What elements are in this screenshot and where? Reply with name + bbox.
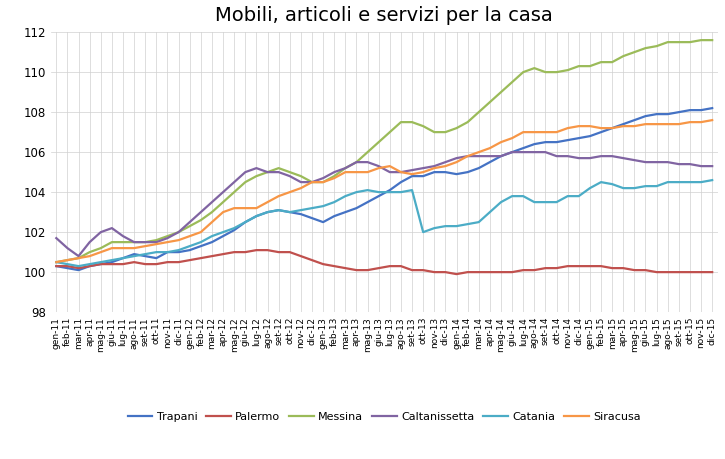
Messina: [463, 119, 472, 125]
Siracusa: [241, 205, 249, 211]
Trapani: [74, 268, 83, 273]
Messina: [52, 259, 61, 265]
Messina: [697, 37, 705, 43]
Messina: [241, 179, 249, 185]
Catania: [474, 219, 483, 225]
Trapani: [708, 106, 716, 111]
Siracusa: [219, 209, 228, 215]
Palermo: [219, 252, 228, 257]
Caltanissetta: [286, 174, 294, 179]
Palermo: [274, 249, 283, 255]
Messina: [263, 169, 272, 175]
Messina: [708, 37, 716, 43]
Palermo: [486, 269, 494, 275]
Siracusa: [263, 199, 272, 205]
Palermo: [52, 263, 61, 269]
Caltanissetta: [74, 253, 83, 259]
Trapani: [52, 263, 61, 269]
Caltanissetta: [52, 235, 61, 241]
Caltanissetta: [252, 165, 261, 171]
Caltanissetta: [708, 163, 716, 169]
Siracusa: [163, 240, 172, 245]
Catania: [74, 263, 83, 269]
Palermo: [452, 271, 461, 277]
Palermo: [708, 269, 716, 275]
Line: Palermo: Palermo: [57, 250, 712, 274]
Caltanissetta: [230, 179, 239, 185]
Palermo: [163, 259, 172, 265]
Siracusa: [708, 118, 716, 123]
Catania: [52, 259, 61, 265]
Line: Catania: Catania: [57, 180, 712, 266]
Messina: [274, 165, 283, 171]
Palermo: [252, 247, 261, 253]
Trapani: [174, 249, 183, 255]
Siracusa: [463, 153, 472, 159]
Catania: [252, 213, 261, 219]
Line: Caltanissetta: Caltanissetta: [57, 152, 712, 256]
Catania: [286, 209, 294, 215]
Legend: Trapani, Palermo, Messina, Caltanissetta, Catania, Siracusa: Trapani, Palermo, Messina, Caltanissetta…: [123, 407, 645, 426]
Line: Siracusa: Siracusa: [57, 120, 712, 262]
Caltanissetta: [507, 149, 516, 155]
Catania: [174, 247, 183, 253]
Trapani: [474, 165, 483, 171]
Line: Messina: Messina: [57, 40, 712, 262]
Palermo: [286, 249, 294, 255]
Catania: [230, 225, 239, 231]
Caltanissetta: [474, 153, 483, 159]
Trapani: [274, 207, 283, 213]
Caltanissetta: [274, 169, 283, 175]
Trapani: [252, 213, 261, 219]
Trapani: [286, 209, 294, 215]
Caltanissetta: [174, 230, 183, 235]
Catania: [708, 177, 716, 183]
Catania: [274, 207, 283, 213]
Title: Mobili, articoli e servizi per la casa: Mobili, articoli e servizi per la casa: [215, 6, 553, 25]
Messina: [219, 199, 228, 205]
Siracusa: [274, 193, 283, 199]
Siracusa: [52, 259, 61, 265]
Trapani: [230, 227, 239, 233]
Messina: [163, 233, 172, 239]
Line: Trapani: Trapani: [57, 108, 712, 270]
Palermo: [241, 249, 249, 255]
